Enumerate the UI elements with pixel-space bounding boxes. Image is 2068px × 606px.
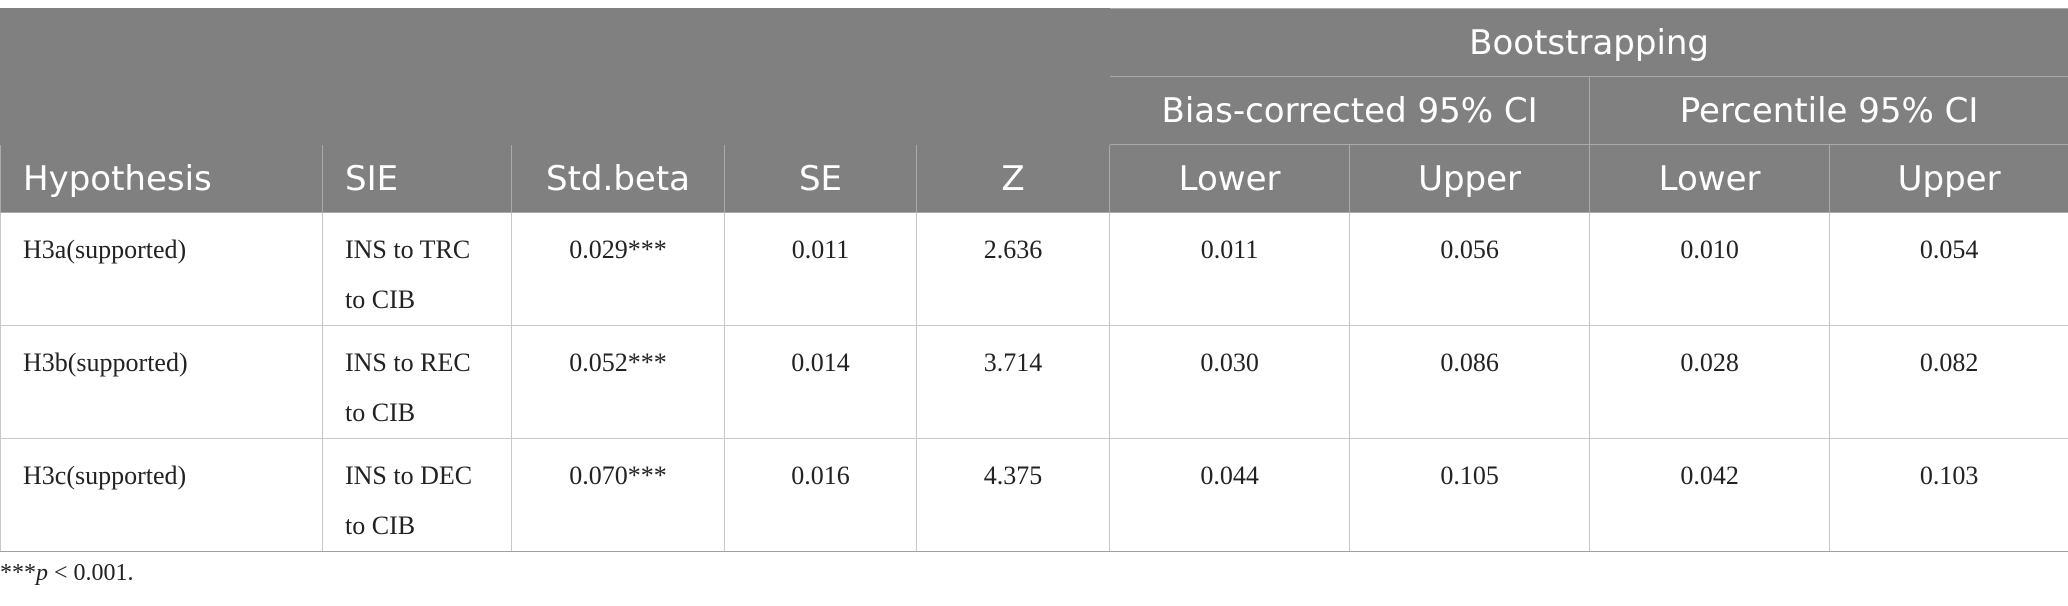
- table-row: H3b(supported) INS to REC to CIB 0.052***…: [0, 325, 2068, 439]
- header-bootstrapping: Bootstrapping: [1109, 8, 2068, 77]
- header-bc-upper: Upper: [1349, 144, 1591, 213]
- sie-line-2: to CIB: [345, 398, 416, 427]
- cell-std-beta: 0.052***: [511, 325, 725, 439]
- table-row: H3a(supported) INS to TRC to CIB 0.029***…: [0, 212, 2068, 326]
- cell-std-beta: 0.029***: [511, 212, 725, 326]
- sie-line-2: to CIB: [345, 285, 416, 314]
- cell-pc-lower: 0.042: [1589, 438, 1831, 552]
- cell-pc-upper: 0.054: [1829, 212, 2068, 326]
- cell-sie: INS to TRC to CIB: [322, 212, 512, 326]
- cell-std-beta: 0.070***: [511, 438, 725, 552]
- cell-bc-lower: 0.044: [1109, 438, 1351, 552]
- table-row: H3c(supported) INS to DEC to CIB 0.070***…: [0, 438, 2068, 552]
- sie-line-1: INS to DEC: [345, 461, 473, 490]
- cell-sie: INS to REC to CIB: [322, 325, 512, 439]
- cell-pc-lower: 0.010: [1589, 212, 1831, 326]
- results-table-container: Bootstrapping Bias-corrected 95% CI Perc…: [0, 8, 2068, 552]
- header-std-beta: Std.beta: [511, 144, 725, 213]
- header-hypothesis: Hypothesis: [0, 144, 323, 213]
- bootstrapping-results-table: Bootstrapping Bias-corrected 95% CI Perc…: [0, 8, 2068, 552]
- cell-pc-lower: 0.028: [1589, 325, 1831, 439]
- header-bc-lower: Lower: [1109, 144, 1351, 213]
- cell-hypothesis: H3c(supported): [0, 438, 323, 552]
- cell-sie: INS to DEC to CIB: [322, 438, 512, 552]
- cell-se: 0.014: [724, 325, 917, 439]
- cell-se: 0.016: [724, 438, 917, 552]
- header-pc-upper: Upper: [1829, 144, 2068, 213]
- header-percentile-ci: Percentile 95% CI: [1589, 76, 2068, 145]
- sie-line-1: INS to REC: [345, 348, 471, 377]
- cell-bc-upper: 0.056: [1349, 212, 1591, 326]
- footnote-threshold: < 0.001.: [48, 560, 134, 586]
- header-z: Z: [915, 144, 1111, 213]
- cell-se: 0.011: [724, 212, 917, 326]
- header-blank: [0, 8, 1111, 145]
- cell-z: 4.375: [915, 438, 1111, 552]
- cell-z: 3.714: [915, 325, 1111, 439]
- footnote-stars: ***: [0, 560, 36, 586]
- sie-line-2: to CIB: [345, 511, 416, 540]
- cell-z: 2.636: [915, 212, 1111, 326]
- cell-bc-lower: 0.030: [1109, 325, 1351, 439]
- cell-bc-upper: 0.105: [1349, 438, 1591, 552]
- header-bias-corrected-ci: Bias-corrected 95% CI: [1109, 76, 1591, 145]
- header-pc-lower: Lower: [1589, 144, 1831, 213]
- header-sie: SIE: [322, 144, 512, 213]
- cell-hypothesis: H3a(supported): [0, 212, 323, 326]
- cell-bc-lower: 0.011: [1109, 212, 1351, 326]
- header-se: SE: [724, 144, 917, 213]
- table-footnote: ***p < 0.001.: [0, 560, 134, 587]
- cell-hypothesis: H3b(supported): [0, 325, 323, 439]
- footnote-p: p: [36, 560, 48, 586]
- cell-bc-upper: 0.086: [1349, 325, 1591, 439]
- sie-line-1: INS to TRC: [345, 235, 471, 264]
- cell-pc-upper: 0.082: [1829, 325, 2068, 439]
- cell-pc-upper: 0.103: [1829, 438, 2068, 552]
